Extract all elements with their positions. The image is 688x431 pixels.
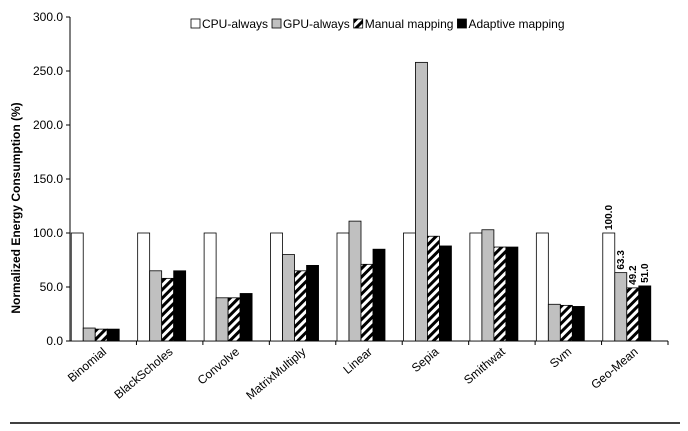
x-category-label: Geo-Mean — [588, 345, 640, 392]
bar-cpu-always — [70, 232, 84, 342]
legend-label: Manual mapping — [365, 17, 454, 31]
data-label: 100.0 — [604, 205, 615, 230]
bar-manual-mapping — [626, 287, 640, 342]
bar-gpu-always — [614, 272, 628, 342]
bar-cpu-always — [535, 232, 549, 342]
bar-adaptive-mapping — [571, 306, 585, 342]
y-tick-label: 0.0 — [46, 334, 63, 348]
legend-label: Adaptive mapping — [468, 17, 564, 31]
legend-label: CPU-always — [202, 17, 268, 31]
bar-adaptive-mapping — [372, 248, 386, 342]
bar-gpu-always — [547, 303, 561, 342]
bar-manual-mapping — [360, 263, 374, 342]
y-tick-label: 250.0 — [33, 64, 63, 78]
legend-swatch-white — [190, 18, 201, 29]
bars-group — [70, 61, 652, 342]
bar-manual-mapping — [559, 304, 573, 342]
bar-adaptive-mapping — [239, 293, 253, 342]
bar-adaptive-mapping — [439, 245, 452, 342]
bar-cpu-always — [602, 232, 616, 342]
bar-adaptive-mapping — [173, 270, 187, 342]
legend: CPU-always GPU-always Manual mapping Adapti… — [190, 17, 565, 31]
bar-gpu-always — [282, 254, 295, 342]
bar-manual-mapping — [427, 235, 440, 342]
bar-cpu-always — [137, 232, 151, 342]
legend-swatch-black — [457, 18, 467, 29]
x-category-label: Smithwat — [461, 344, 508, 387]
x-category-label: Svm — [547, 345, 574, 371]
y-tick-label: 300.0 — [33, 10, 63, 24]
bar-gpu-always — [415, 61, 428, 342]
bar-adaptive-mapping — [306, 264, 319, 342]
bar-manual-mapping — [294, 270, 307, 342]
data-label: 63.3 — [616, 250, 627, 270]
x-category-label: BlackScholes — [111, 345, 175, 402]
legend-label: GPU-always — [283, 17, 350, 31]
data-label: 51.0 — [640, 263, 651, 283]
bar-manual-mapping — [94, 328, 108, 342]
bar-cpu-always — [469, 232, 483, 342]
y-tick-label: 100.0 — [33, 226, 63, 240]
y-tick-label: 50.0 — [40, 280, 64, 294]
y-axis-title: Normalized Energy Consumption (%) — [9, 102, 23, 313]
bar-gpu-always — [481, 229, 495, 342]
bar-cpu-always — [336, 232, 350, 342]
legend-swatch-gray — [271, 18, 282, 29]
bar-gpu-always — [348, 220, 362, 342]
data-label: 49.2 — [628, 265, 639, 285]
x-category-label: MatrixMultiply — [243, 345, 308, 403]
x-category-label: Linear — [340, 345, 375, 377]
x-category-label: Convolve — [195, 344, 243, 387]
x-category-label: Sepia — [409, 344, 442, 375]
bar-cpu-always — [403, 232, 416, 342]
bar-gpu-always — [215, 297, 229, 342]
bar-gpu-always — [149, 270, 163, 342]
bar-adaptive-mapping — [106, 328, 120, 342]
bar-adaptive-mapping — [638, 285, 652, 342]
bar-adaptive-mapping — [505, 246, 519, 342]
bar-manual-mapping — [227, 297, 241, 342]
y-tick-label: 200.0 — [33, 118, 63, 132]
bar-cpu-always — [270, 232, 283, 342]
x-category-label: Binomial — [65, 345, 109, 385]
bar-manual-mapping — [161, 277, 175, 342]
bar-manual-mapping — [493, 246, 507, 342]
y-tick-label: 150.0 — [33, 172, 63, 186]
legend-swatch-hatch — [353, 18, 364, 29]
bar-gpu-always — [82, 327, 96, 342]
bar-cpu-always — [203, 232, 217, 342]
